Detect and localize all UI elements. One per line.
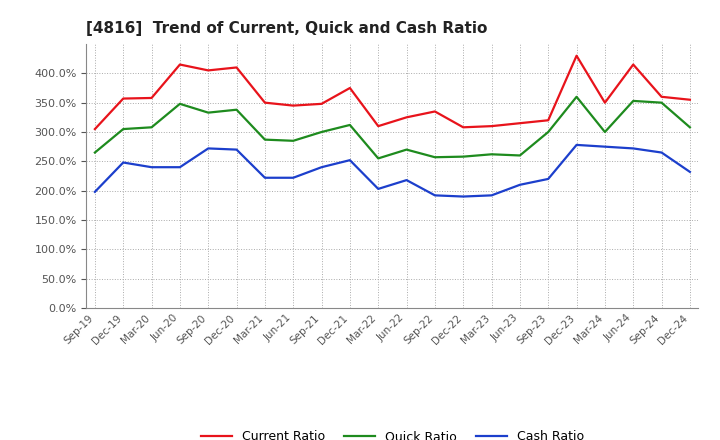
Current Ratio bbox=[91, 126, 99, 132]
Current Ratio bbox=[261, 100, 269, 105]
Cash Ratio bbox=[402, 177, 411, 183]
Cash Ratio bbox=[119, 160, 127, 165]
Current Ratio bbox=[516, 121, 524, 126]
Current Ratio bbox=[176, 62, 184, 67]
Cash Ratio bbox=[629, 146, 637, 151]
Quick Ratio bbox=[318, 129, 326, 135]
Line: Current Ratio: Current Ratio bbox=[95, 56, 690, 129]
Quick Ratio bbox=[261, 137, 269, 142]
Quick Ratio bbox=[657, 100, 666, 105]
Quick Ratio bbox=[119, 126, 127, 132]
Quick Ratio bbox=[402, 147, 411, 152]
Cash Ratio bbox=[91, 189, 99, 194]
Cash Ratio bbox=[431, 193, 439, 198]
Quick Ratio bbox=[176, 101, 184, 106]
Quick Ratio bbox=[600, 129, 609, 135]
Current Ratio bbox=[204, 68, 212, 73]
Current Ratio bbox=[289, 103, 297, 108]
Cash Ratio bbox=[544, 176, 552, 182]
Cash Ratio bbox=[233, 147, 241, 152]
Quick Ratio bbox=[289, 138, 297, 143]
Quick Ratio bbox=[629, 98, 637, 103]
Cash Ratio bbox=[289, 175, 297, 180]
Current Ratio bbox=[431, 109, 439, 114]
Current Ratio bbox=[572, 53, 581, 59]
Cash Ratio bbox=[346, 158, 354, 163]
Current Ratio bbox=[685, 97, 694, 103]
Current Ratio bbox=[487, 124, 496, 129]
Current Ratio bbox=[318, 101, 326, 106]
Quick Ratio bbox=[148, 125, 156, 130]
Cash Ratio bbox=[516, 182, 524, 187]
Current Ratio bbox=[233, 65, 241, 70]
Quick Ratio bbox=[374, 156, 382, 161]
Cash Ratio bbox=[459, 194, 467, 199]
Quick Ratio bbox=[346, 122, 354, 128]
Quick Ratio bbox=[91, 150, 99, 155]
Text: [4816]  Trend of Current, Quick and Cash Ratio: [4816] Trend of Current, Quick and Cash … bbox=[86, 21, 487, 36]
Cash Ratio bbox=[318, 165, 326, 170]
Quick Ratio bbox=[204, 110, 212, 115]
Quick Ratio bbox=[487, 152, 496, 157]
Cash Ratio bbox=[204, 146, 212, 151]
Current Ratio bbox=[629, 62, 637, 67]
Current Ratio bbox=[657, 94, 666, 99]
Quick Ratio bbox=[233, 107, 241, 112]
Cash Ratio bbox=[261, 175, 269, 180]
Cash Ratio bbox=[685, 169, 694, 175]
Cash Ratio bbox=[657, 150, 666, 155]
Cash Ratio bbox=[572, 142, 581, 147]
Legend: Current Ratio, Quick Ratio, Cash Ratio: Current Ratio, Quick Ratio, Cash Ratio bbox=[196, 425, 589, 440]
Current Ratio bbox=[459, 125, 467, 130]
Current Ratio bbox=[346, 85, 354, 91]
Current Ratio bbox=[374, 124, 382, 129]
Current Ratio bbox=[119, 96, 127, 101]
Line: Quick Ratio: Quick Ratio bbox=[95, 97, 690, 158]
Quick Ratio bbox=[572, 94, 581, 99]
Quick Ratio bbox=[431, 154, 439, 160]
Cash Ratio bbox=[487, 193, 496, 198]
Cash Ratio bbox=[600, 144, 609, 149]
Cash Ratio bbox=[148, 165, 156, 170]
Current Ratio bbox=[600, 100, 609, 105]
Quick Ratio bbox=[459, 154, 467, 159]
Current Ratio bbox=[544, 117, 552, 123]
Current Ratio bbox=[402, 115, 411, 120]
Cash Ratio bbox=[374, 186, 382, 191]
Line: Cash Ratio: Cash Ratio bbox=[95, 145, 690, 197]
Cash Ratio bbox=[176, 165, 184, 170]
Quick Ratio bbox=[516, 153, 524, 158]
Current Ratio bbox=[148, 95, 156, 101]
Quick Ratio bbox=[685, 125, 694, 130]
Quick Ratio bbox=[544, 129, 552, 135]
